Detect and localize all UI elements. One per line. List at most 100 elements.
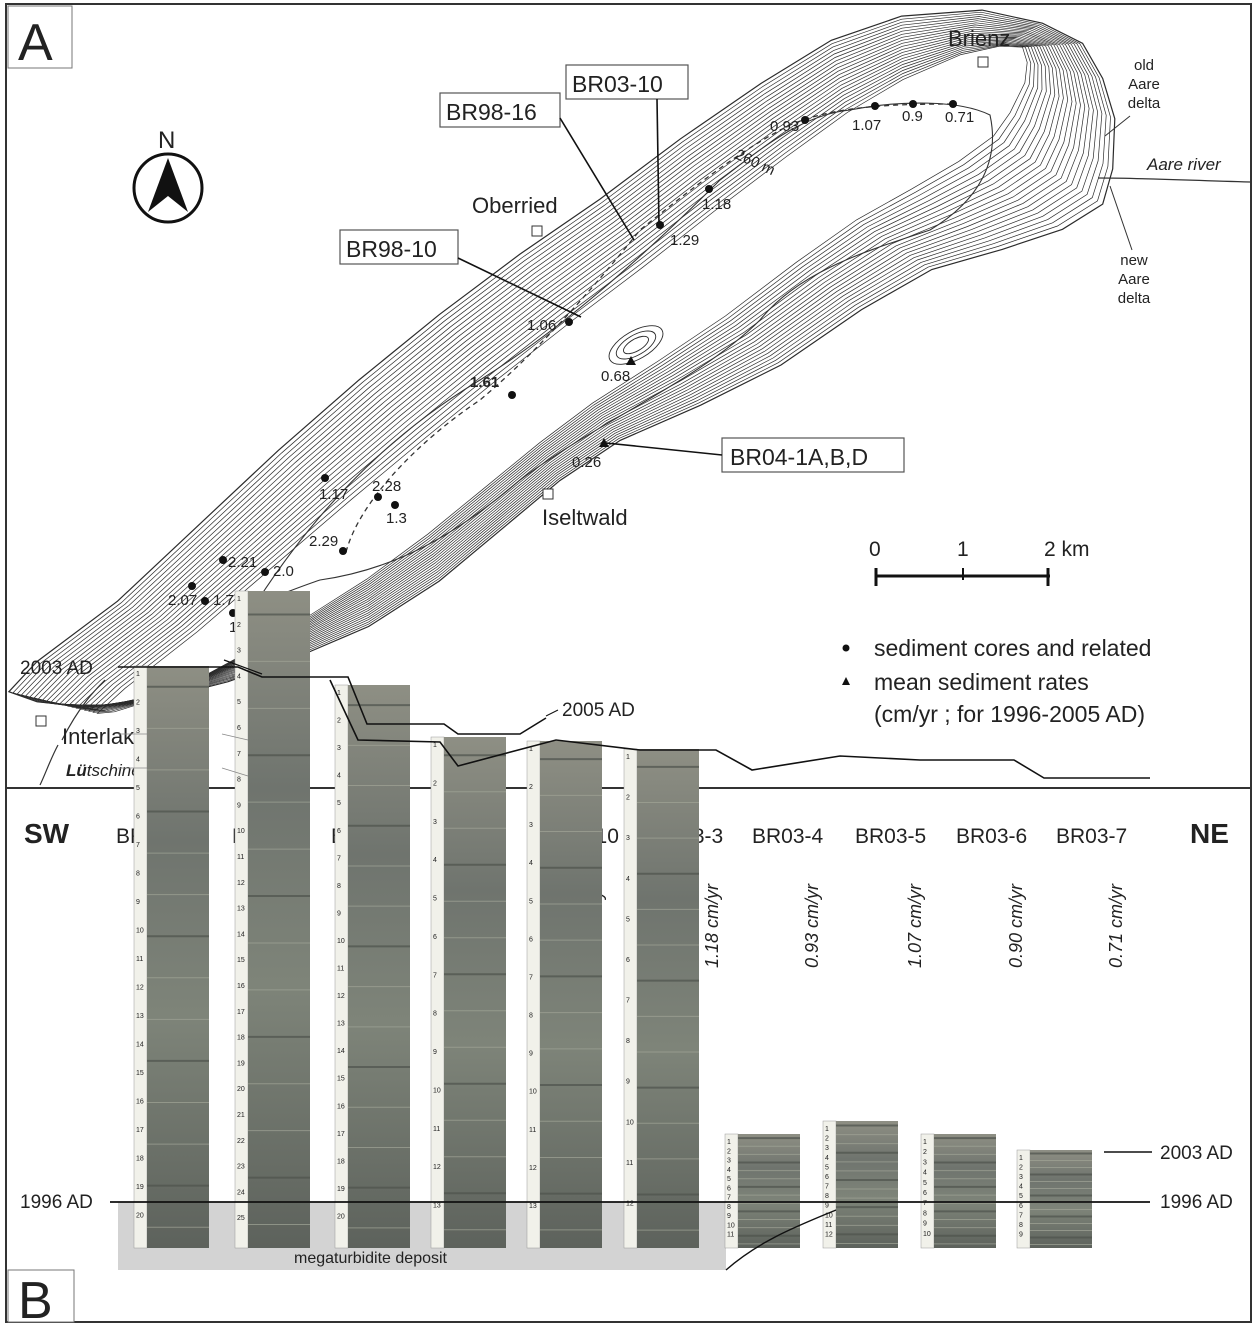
town-brienz: Brienz [948,26,1010,51]
site-circle-marker [261,568,269,576]
contour-line [71,39,1051,710]
core-ruler-tick: 6 [727,1185,731,1192]
core-box-br98-16-frame [439,92,561,128]
panel-a-label-box [7,5,73,69]
core-ruler-tick: 7 [337,855,341,862]
core-box-br98-10-leader [457,257,582,318]
correlation-2005-start [223,659,263,675]
core-ruler-tick: 20 [237,1086,245,1093]
core-ruler-tick: 12 [237,880,245,887]
core-box-br04-1abd-leader [605,442,723,456]
core-ruler-tick: 13 [337,1021,345,1028]
site-circle-marker [705,185,713,193]
scale-label-1: 1 [957,538,969,561]
core-ruler-tick: 8 [529,1013,533,1020]
new-delta-line-3: delta [1118,290,1151,307]
contour-line [46,28,1077,707]
site-circle-marker [656,221,664,229]
core-ruler [234,590,249,1249]
core-ruler-tick: 1 [237,596,241,603]
core-ruler-tick: 12 [337,993,345,1000]
contour-line [67,38,1056,709]
core-ruler-tick: 7 [529,974,533,981]
core-ruler-tick: 6 [237,725,241,732]
core-ruler-tick: 10 [923,1231,931,1238]
town-oberried: Oberried [472,193,558,218]
core-ruler-tick: 7 [433,972,437,979]
core-ruler-tick: 13 [237,906,245,913]
town-marker-brienz [977,56,989,68]
core-ruler-tick: 12 [433,1164,441,1171]
core-ruler-tick: 25 [237,1215,245,1222]
core-ruler-tick: 5 [727,1176,731,1183]
site-circle-marker [374,493,382,501]
core-ruler-tick: 13 [433,1203,441,1210]
core-ruler-tick: 8 [1019,1222,1023,1229]
megaturbidite-label: megaturbidite deposit [294,1250,448,1267]
old-delta-line-2: Aare [1128,76,1160,93]
core-ruler-tick: 9 [825,1203,829,1210]
core-ruler-tick: 8 [727,1204,731,1211]
core-box-br03-10-leader [656,98,660,226]
submerged-hill-contour [615,330,657,360]
site-circle-marker [565,318,573,326]
core-ruler-tick: 1 [727,1139,731,1146]
core-ruler-tick: 16 [337,1103,345,1110]
core-ruler-tick: 11 [433,1126,440,1133]
contour-line [25,18,1098,707]
core-sediment-strip [1030,1150,1092,1248]
core-ruler-tick: 3 [136,728,140,735]
core-ruler-tick: 6 [433,934,437,941]
core-rate-label: 0.93 cm/yr [802,883,822,968]
core-ruler-tick: 10 [337,938,345,945]
core-box-br98-10-label: BR98-10 [346,236,437,262]
contour-line [33,22,1090,706]
core-sediment-strip [540,741,602,1248]
contour-line [7,9,1116,708]
core-ruler-tick: 11 [626,1160,633,1167]
core-ruler-tick: 8 [825,1193,829,1200]
core-ruler-tick: 3 [727,1158,731,1165]
core-rate-label: 0.71 cm/yr [1106,883,1126,968]
core-ruler-tick: 4 [1019,1184,1023,1191]
core-ruler-tick: 18 [237,1035,245,1042]
panel-a-label: A [18,14,53,72]
core-ruler-tick: 4 [626,876,630,883]
site-circle-marker [201,597,209,605]
core-ruler-tick: 13 [529,1203,537,1210]
core-ruler-tick: 4 [433,857,437,864]
core-ruler-tick: 19 [136,1184,144,1191]
legend: sediment cores and related mean sediment… [842,635,1151,727]
core-ruler-tick: 5 [1019,1193,1023,1200]
site-triangle-marker [626,356,636,365]
core-ruler-tick: 10 [237,828,245,835]
core-ruler-tick: 7 [237,751,241,758]
core-ruler-tick: 20 [337,1213,345,1220]
town-marker-interlaken [35,715,47,727]
town-marker-iseltwald [542,488,554,500]
site-circle-marker [871,102,879,110]
river-lutschine-bold: Lü [66,761,87,780]
core-ruler-tick: 8 [237,777,241,784]
site-circle-marker [321,474,329,482]
core-sediment-strip [934,1134,996,1248]
correlation-2005-line [329,679,1150,779]
core-ruler-tick: 23 [237,1164,245,1171]
core-ruler-tick: 3 [337,745,341,752]
core-sediment-strip [444,737,506,1248]
core-ruler-tick: 1 [1019,1155,1023,1162]
core-ruler-tick: 5 [237,699,241,706]
core-ruler-tick: 16 [237,983,245,990]
core-ruler-tick: 9 [626,1079,630,1086]
core-sediment-strip [248,591,310,1248]
site-rate-label: 1.06 [527,317,556,334]
core-ruler-tick: 8 [337,883,341,890]
lutschine-river-lower [39,744,59,786]
contour-line [83,42,1039,711]
core-box-br98-16-leader [559,117,635,241]
contour-line [41,26,1081,706]
contour-line [54,33,1069,708]
core-ruler-tick: 11 [825,1222,832,1229]
core-ruler-tick: 15 [337,1076,345,1083]
core-box-br04-1abd-label: BR04-1A,B,D [730,444,868,470]
